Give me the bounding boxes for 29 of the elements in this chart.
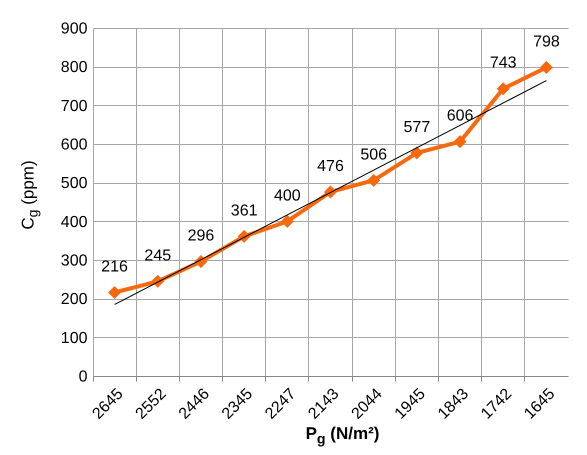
data-label: 743: [490, 54, 517, 72]
data-label: 216: [101, 258, 128, 276]
data-label: 577: [404, 118, 430, 136]
data-label: 400: [274, 187, 301, 204]
x-axis-title: P$_{g}$ (N/m²): [304, 424, 380, 448]
data-label: 506: [360, 146, 388, 164]
y-tick-label: 700: [60, 98, 88, 115]
point: [280, 214, 294, 228]
data-label: 476: [317, 158, 344, 175]
y-tick-label: 0: [78, 368, 88, 386]
y-tick-label: 100: [60, 330, 88, 347]
y-tick-label: 300: [60, 252, 88, 270]
y-tick-label: 500: [60, 175, 88, 192]
point: [540, 60, 553, 74]
y-tick-label: 200: [60, 291, 88, 308]
data-label: 361: [230, 202, 258, 220]
point: [367, 174, 380, 187]
y-tick-label: 400: [60, 214, 88, 231]
data-label: 606: [446, 108, 474, 125]
point: [496, 82, 510, 96]
y-tick-label: 900: [60, 20, 88, 38]
point: [108, 286, 122, 299]
data-label: 245: [144, 247, 172, 264]
point: [454, 135, 467, 148]
data-label: 798: [533, 33, 560, 50]
point: [410, 146, 424, 160]
y-tick-label: 600: [60, 136, 88, 154]
data-label: 296: [188, 228, 214, 245]
y-tick-label: 800: [60, 59, 88, 76]
